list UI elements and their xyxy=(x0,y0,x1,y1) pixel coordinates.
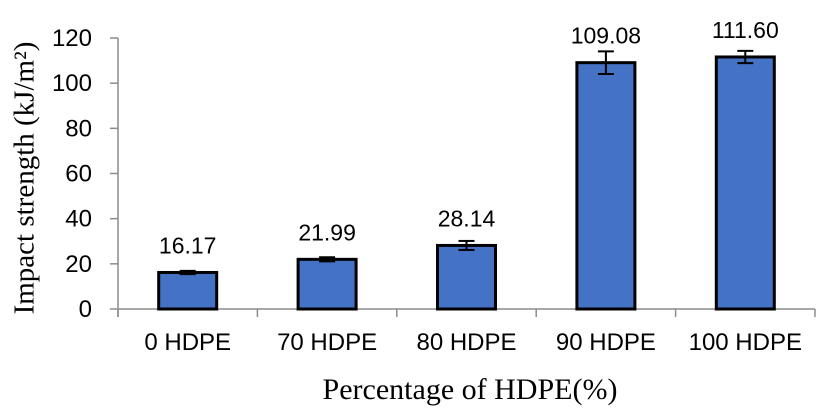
y-tick-label: 60 xyxy=(65,161,92,188)
y-axis-title: Impact strength (kJ/m²) xyxy=(8,41,41,315)
y-tick-label: 120 xyxy=(52,25,92,52)
category-label: 90 HDPE xyxy=(556,329,656,356)
y-tick-label: 20 xyxy=(65,251,92,278)
bar xyxy=(575,61,637,311)
y-tick-label: 80 xyxy=(65,115,92,142)
bar xyxy=(714,55,776,311)
bar xyxy=(157,270,219,311)
bar-value-label: 109.08 xyxy=(571,23,641,49)
y-tick-label: 0 xyxy=(79,296,92,323)
bar-value-label: 111.60 xyxy=(712,17,779,43)
category-label: 80 HDPE xyxy=(416,329,516,356)
category-label: 100 HDPE xyxy=(689,329,802,356)
bar-value-label: 21.99 xyxy=(298,219,356,245)
y-tick-label: 100 xyxy=(52,70,92,97)
bar xyxy=(296,257,358,311)
bar-value-label: 16.17 xyxy=(159,232,217,258)
bar-value-label: 28.14 xyxy=(438,205,496,231)
bar xyxy=(436,243,497,311)
x-axis-title: Percentage of HDPE(%) xyxy=(322,373,618,406)
category-label: 70 HDPE xyxy=(277,329,377,356)
category-label: 0 HDPE xyxy=(144,329,231,356)
y-tick-label: 40 xyxy=(65,206,92,233)
